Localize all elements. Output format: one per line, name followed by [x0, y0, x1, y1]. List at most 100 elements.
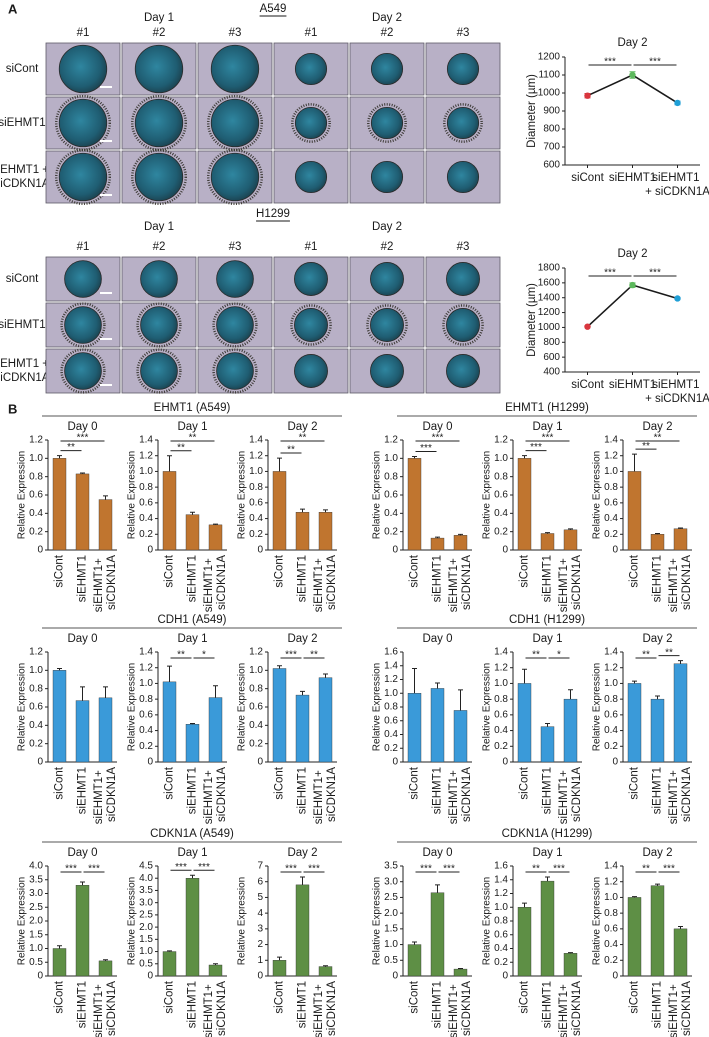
y-tick-label: 1.5	[384, 923, 398, 934]
chart-title: Day 1	[177, 421, 207, 433]
bar	[627, 683, 642, 763]
text-line: siCDKN1A	[326, 767, 338, 822]
bar	[75, 473, 90, 551]
group-title: CDH1 (A549)	[157, 614, 226, 626]
y-tick-label: 1000	[538, 322, 561, 333]
group-title: CDKN1A (A549)	[150, 828, 234, 840]
y-tick-label: 0	[392, 971, 398, 982]
error-bar	[545, 532, 550, 534]
error-bar	[57, 945, 62, 949]
replicate-label: #3	[229, 241, 242, 253]
y-tick-label: 1.6	[384, 647, 398, 658]
spheroid	[446, 160, 480, 194]
replicate-label: #1	[305, 241, 318, 253]
day-label: Day 2	[372, 221, 402, 233]
y-axis-label: Relative Expression	[127, 663, 138, 751]
replicate-label: #3	[457, 241, 470, 253]
y-tick-label: 1.4	[604, 861, 618, 872]
y-tick-label: 1.0	[494, 902, 508, 913]
significance-label: *	[557, 650, 561, 661]
y-tick-label: 4.0	[139, 873, 153, 884]
chart-title: Day 2	[642, 633, 672, 645]
y-tick-label: 3	[257, 923, 263, 934]
x-tick-label: siEHMT1 + siCDKN1A	[645, 172, 709, 198]
error-bar	[167, 455, 172, 472]
bar	[540, 726, 555, 763]
x-tick-label: siEHMT1+ siCDKN1A	[668, 981, 693, 1037]
x-tick-label: siEHMT1+ siCDKN1A	[313, 767, 338, 825]
x-tick-label: siEHMT1	[187, 981, 199, 1028]
bar	[407, 693, 422, 763]
spheroid	[210, 152, 260, 202]
y-axis-label: Relative Expression	[372, 451, 383, 539]
significance-label: ***	[88, 864, 100, 875]
y-tick-label: 0.4	[249, 720, 263, 731]
y-tick-label: 0.2	[139, 529, 153, 540]
y-tick-label: 1.4	[604, 435, 618, 446]
spheroid-halo	[136, 302, 182, 348]
text-line: siEHMT1+	[203, 767, 215, 824]
x-tick-label: siCont	[54, 980, 66, 1013]
error-bar	[167, 665, 172, 682]
spheroid-halo	[60, 302, 106, 348]
y-tick-label: 1.0	[139, 678, 153, 689]
significance-label: ***	[65, 864, 77, 875]
x-tick-label: siEHMT1+ siCDKN1A	[313, 555, 338, 613]
x-tick-label: siCont	[571, 379, 604, 391]
bar	[185, 724, 200, 763]
error-bar	[277, 956, 282, 961]
y-tick-label: 4.0	[29, 861, 43, 872]
bar	[208, 964, 223, 977]
x-tick-label: siEHMT1+ siCDKN1A	[203, 981, 228, 1037]
y-tick-label: 0.8	[249, 482, 263, 493]
x-tick-label: siEHMT1	[77, 555, 89, 602]
replicate-label: #2	[381, 27, 394, 39]
chart-title: Day 2	[617, 248, 647, 260]
x-tick-label: siCont	[519, 554, 531, 587]
x-tick-label: siEHMT1	[652, 767, 664, 814]
x-tick-label: siCont	[409, 766, 421, 799]
y-axis-label: Relative Expression	[372, 663, 383, 751]
text-line: siEHMT1+	[313, 767, 325, 824]
y-axis-label: Relative Expression	[482, 451, 493, 539]
spheroid	[446, 52, 480, 86]
significance-label: **	[189, 433, 197, 444]
y-tick-label: 0.8	[384, 702, 398, 713]
spheroid	[446, 106, 480, 140]
error-bar	[458, 967, 463, 970]
error-bar	[632, 896, 637, 898]
y-tick-label: 0.4	[384, 508, 398, 519]
chart-title: Day 2	[642, 421, 672, 433]
replicate-label: #1	[305, 27, 318, 39]
y-tick-label: 0	[147, 545, 153, 556]
day-label: Day 1	[144, 221, 174, 233]
chart-title: Day 0	[422, 633, 452, 645]
error-bar	[103, 959, 108, 961]
y-tick-label: 1.2	[604, 876, 618, 887]
x-tick-label: siEHMT1	[609, 379, 656, 391]
error-bar	[80, 881, 85, 886]
y-tick-label: 0	[37, 971, 43, 982]
significance-label: **	[642, 441, 650, 452]
text-line: + siCDKN1A	[645, 393, 709, 405]
y-tick-label: 5	[257, 892, 263, 903]
bar	[453, 535, 468, 551]
y-tick-label: 0.2	[494, 526, 508, 537]
y-tick-label: 800	[543, 124, 560, 135]
y-axis-label: Relative Expression	[592, 877, 603, 965]
y-tick-label: 2.5	[384, 892, 398, 903]
y-axis-label: Relative Expression	[17, 877, 28, 965]
bar	[517, 683, 532, 763]
y-tick-label: 0	[502, 971, 508, 982]
spheroid-halo	[212, 348, 258, 394]
x-tick-label: siEHMT1	[77, 767, 89, 814]
bar	[98, 697, 113, 763]
x-tick-label: siCont	[164, 766, 176, 799]
y-tick-label: 0.2	[604, 529, 618, 540]
row-label: siCont	[6, 63, 39, 75]
y-tick-label: 1.2	[29, 647, 43, 658]
bar	[272, 471, 287, 551]
spheroid	[140, 352, 178, 390]
y-tick-label: 0	[147, 757, 153, 768]
